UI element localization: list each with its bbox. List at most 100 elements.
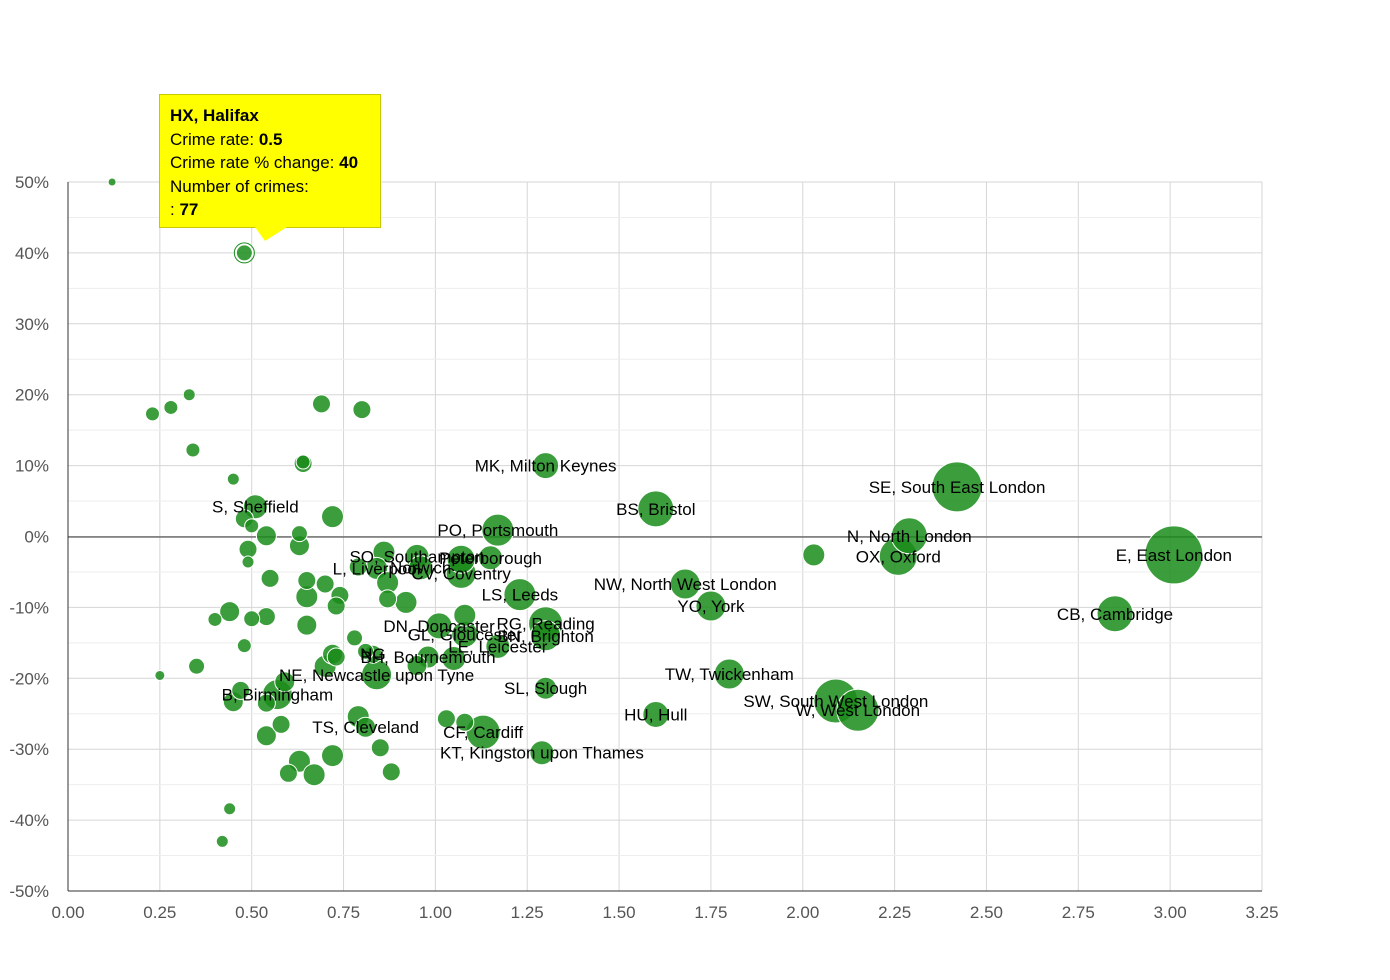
bubble (477, 545, 503, 571)
bubble (297, 570, 317, 590)
bubble (465, 714, 501, 750)
x-tick-label: 0.50 (235, 903, 268, 922)
bubble (348, 557, 368, 577)
bubble-label: BS, Bristol (616, 500, 695, 519)
x-tick-label: 2.75 (1062, 903, 1095, 922)
bubble (278, 763, 298, 783)
bubble (296, 614, 318, 636)
bubble (207, 611, 223, 627)
bubble (529, 740, 555, 766)
x-tick-label: 3.00 (1154, 903, 1187, 922)
bubble (244, 518, 260, 534)
bubble (453, 603, 477, 627)
x-tick-label: 1.00 (419, 903, 452, 922)
bubble (226, 472, 240, 486)
bubble-label: MK, Milton Keynes (475, 457, 617, 476)
y-tick-label: 40% (15, 244, 49, 263)
x-tick-label: 0.25 (143, 903, 176, 922)
tooltip-pointer (255, 227, 287, 241)
bubble (315, 574, 335, 594)
bubble (836, 688, 880, 732)
bubble (302, 763, 326, 787)
bubble-label: BN, Brighton (497, 627, 593, 646)
bubble (321, 505, 345, 529)
bubble (311, 394, 331, 414)
tooltip-crime-rate: Crime rate: 0.5 (170, 129, 283, 149)
bubble (236, 638, 252, 654)
bubble-label: YO, York (677, 597, 745, 616)
tooltip-crimes-label: Number of crimes: (170, 176, 309, 196)
bubble-label: TW, Twickenham (665, 665, 794, 684)
bubble (271, 714, 291, 734)
bubble (321, 744, 345, 768)
bubble-label: KT, Kingston upon Thames (440, 744, 644, 763)
bubble (256, 693, 276, 713)
bubble-label: W, West London (796, 701, 920, 720)
bubble (255, 525, 277, 547)
bubble (425, 612, 453, 640)
bubble-label: B, Birmingham (222, 686, 333, 705)
bubble (219, 601, 241, 623)
y-tick-label: 10% (15, 457, 49, 476)
bubble (215, 834, 229, 848)
bubble-label: TS, Cleveland (312, 718, 419, 737)
bubble (530, 620, 562, 652)
bubble-label: CB, Cambridge (1057, 605, 1173, 624)
x-tick-label: 2.00 (786, 903, 819, 922)
bubble (346, 629, 364, 647)
bubble (695, 590, 727, 622)
x-tick-label: 1.25 (511, 903, 544, 922)
bubble-label: Norwich (390, 559, 451, 578)
y-tick-label: 50% (15, 173, 49, 192)
bubble-label: PO, Portsmouth (437, 521, 558, 540)
bubble (532, 452, 560, 480)
bubble-label: LE, Leicester (448, 637, 548, 656)
bubble (274, 671, 296, 693)
bubble (394, 590, 418, 614)
bubble-highlight-ring (233, 242, 255, 264)
bubble (154, 669, 166, 681)
bubble (326, 596, 346, 616)
x-tick-label: 0.00 (51, 903, 84, 922)
y-tick-label: -50% (9, 882, 49, 901)
y-tick-label: 30% (15, 315, 49, 334)
bubble (357, 642, 375, 660)
bubble-label: SO, Southampton (349, 547, 484, 566)
tooltip-title: HX, Halifax (170, 106, 259, 125)
bubble (436, 709, 456, 729)
y-tick-label: 0% (24, 528, 49, 547)
bubble-label: E, East London (1116, 546, 1232, 565)
bubble (481, 513, 515, 547)
bubble (243, 610, 261, 628)
bubble-label: SW, South West London (743, 692, 928, 711)
bubble (802, 543, 826, 567)
bubble (163, 399, 179, 415)
bubble (144, 406, 160, 422)
axis-ticks: 0.00 0.25 0.50 0.75 1.00 1.25 1.50 1.75 2.00 2.25… (9, 173, 1278, 922)
bubble (223, 802, 237, 816)
bubble (188, 657, 206, 675)
bubble-label: NW, North West London (594, 575, 777, 594)
x-tick-label: 3.25 (1245, 903, 1278, 922)
bubble (485, 633, 511, 659)
bubble-label: S, Sheffield (212, 498, 299, 517)
bubble (503, 578, 537, 612)
bubble-label: OX, Oxford (856, 547, 941, 566)
bubble (295, 454, 311, 470)
tooltip-crimes: : 77 (170, 200, 199, 219)
bubble (713, 658, 745, 690)
y-tick-label: 20% (15, 386, 49, 405)
bubble (642, 700, 670, 728)
bubble (931, 461, 983, 513)
bubble-label: DN, Doncaster (383, 617, 495, 636)
bubble (669, 568, 701, 600)
bubble-label: N, North London (847, 527, 972, 546)
bubble-label: BH, Bournemouth (360, 648, 495, 667)
bubbles (107, 177, 1204, 848)
bubble-label: NE, Newcastle upon Tyne (279, 666, 474, 685)
bubble (534, 676, 558, 700)
x-tick-label: 2.25 (878, 903, 911, 922)
bubble-label: SE, South East London (869, 478, 1046, 497)
bubble (441, 645, 467, 671)
